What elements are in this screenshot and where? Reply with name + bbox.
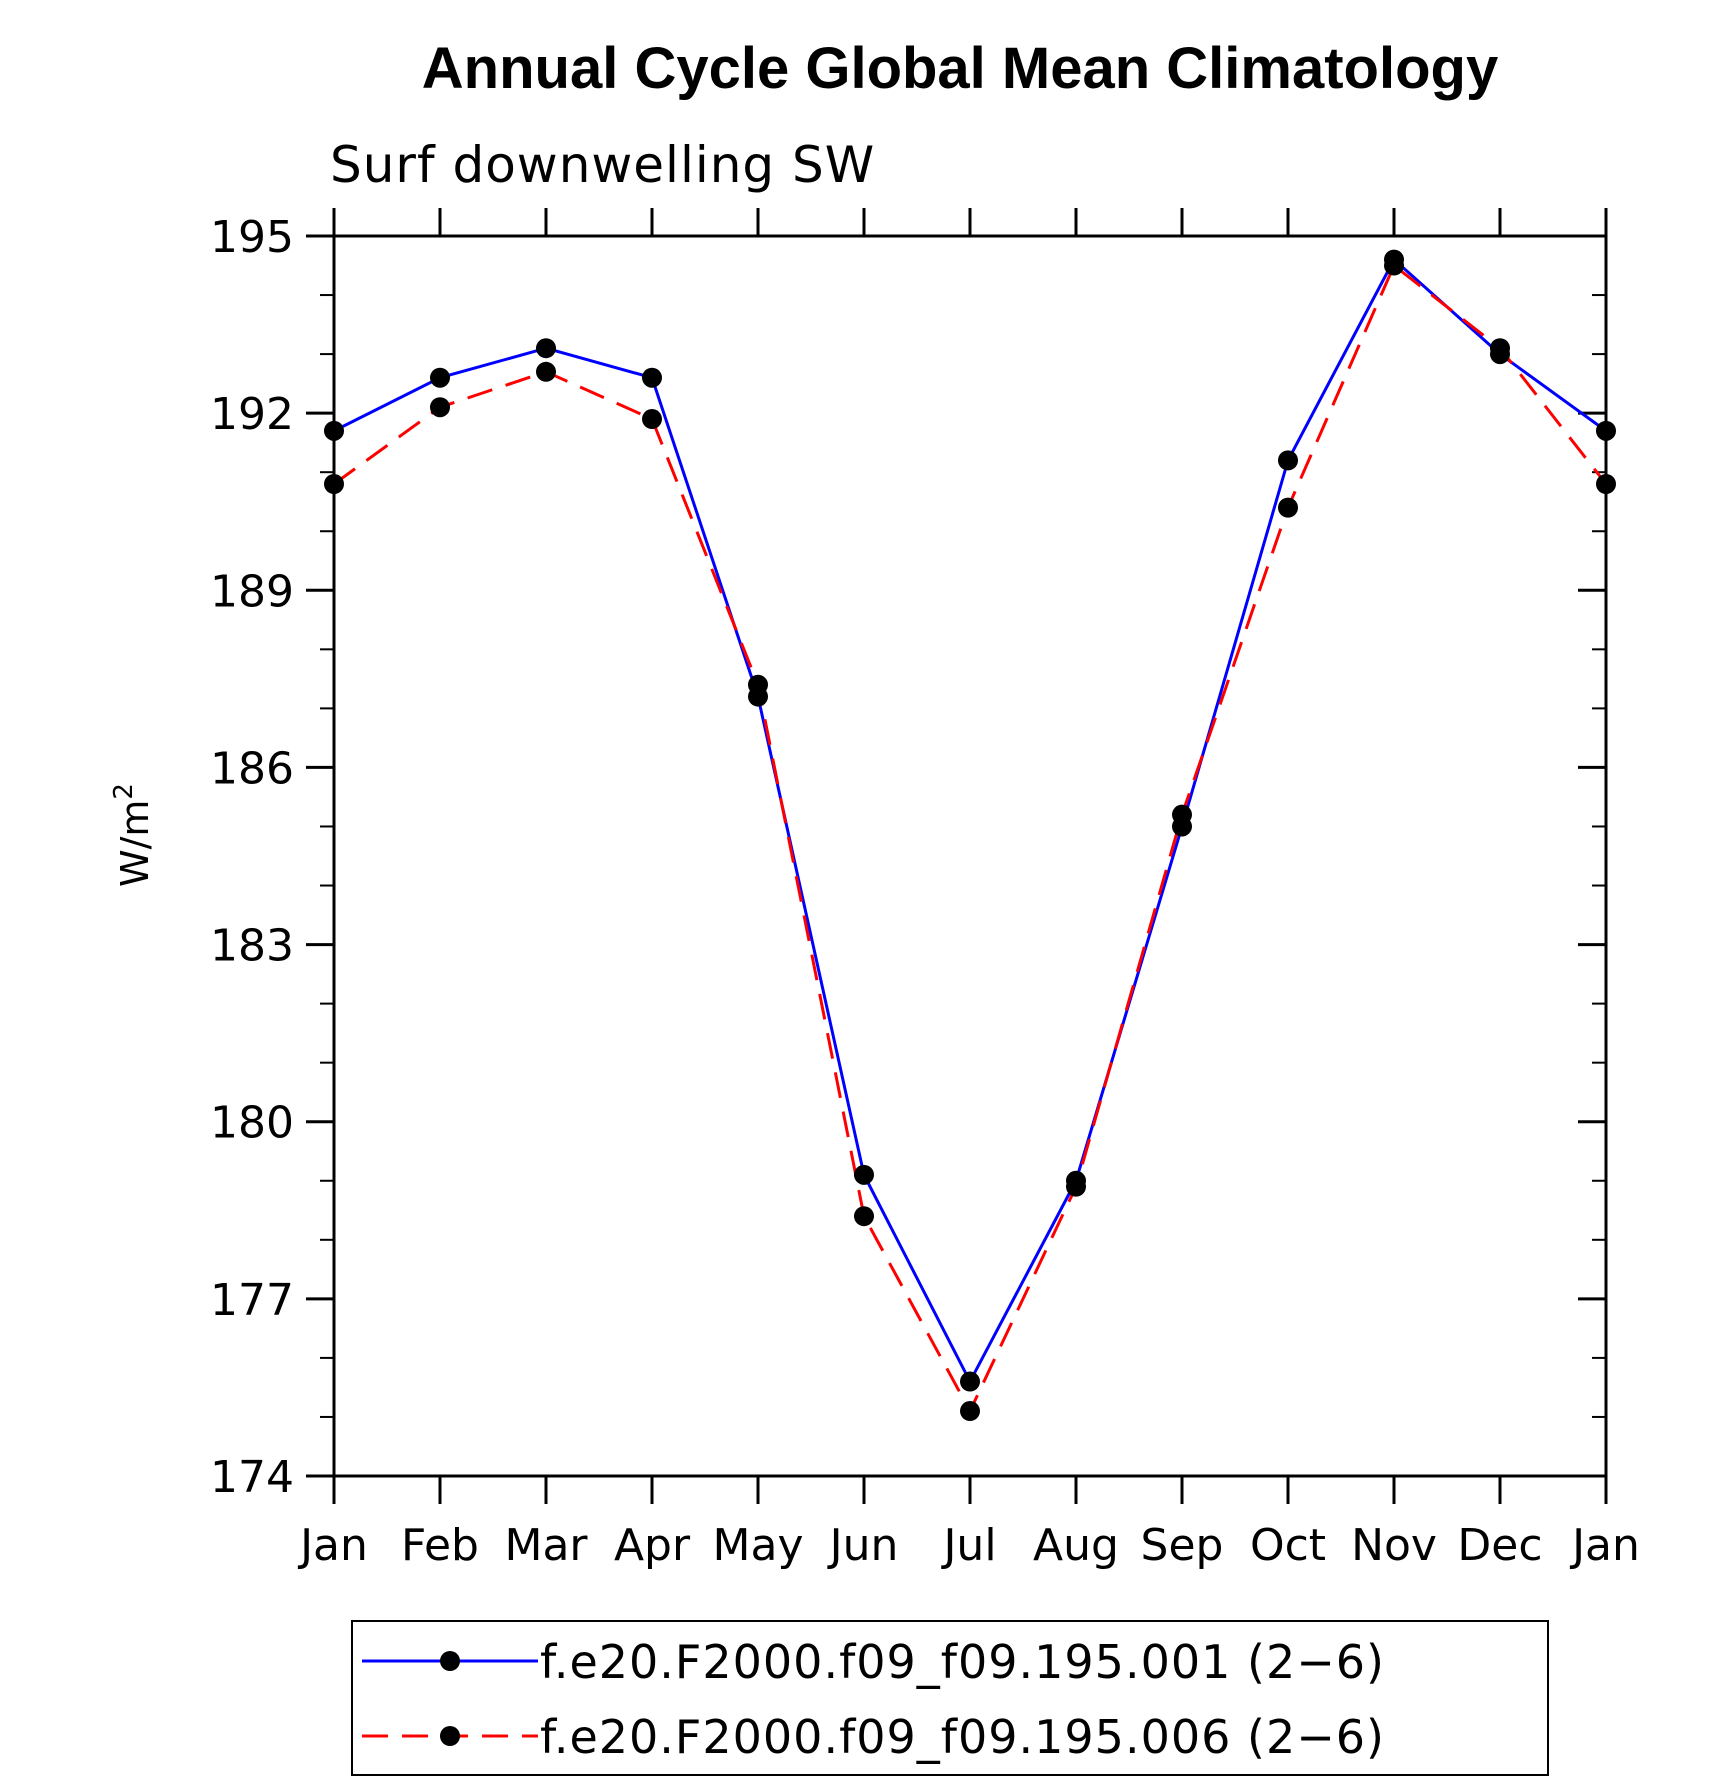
data-point-series-2 bbox=[1066, 1176, 1086, 1197]
y-tick-label: 180 bbox=[210, 1098, 294, 1149]
x-tick-label: Aug bbox=[1033, 1520, 1119, 1571]
y-tick-label: 192 bbox=[210, 389, 294, 440]
y-tick-label: 177 bbox=[210, 1275, 294, 1326]
legend-box bbox=[351, 1620, 1549, 1776]
data-point-series-2 bbox=[430, 397, 450, 418]
data-point-series-1 bbox=[1596, 420, 1616, 441]
data-point-series-2 bbox=[748, 674, 768, 695]
series-layer bbox=[324, 249, 1616, 1422]
x-tick-label: Jan bbox=[1569, 1520, 1640, 1571]
x-tick-label: Sep bbox=[1141, 1520, 1224, 1571]
series-line-1 bbox=[333, 257, 1607, 1385]
data-point-series-2 bbox=[642, 409, 662, 430]
data-point-series-1 bbox=[536, 338, 556, 359]
legend-label-series-1: f.e20.F2000.f09_f09.195.001 (2−6) bbox=[540, 1635, 1385, 1689]
x-tick-label: Jun bbox=[827, 1520, 899, 1571]
y-axis-label-unit: W/m bbox=[113, 800, 157, 887]
x-axis: Jan Feb Mar Apr May Jun Jul Aug Sep Oct Nov Dec Jan bbox=[297, 208, 1640, 1571]
data-point-series-2 bbox=[1384, 255, 1404, 276]
legend-marker-series-1 bbox=[440, 1651, 460, 1671]
x-tick-label: Mar bbox=[504, 1520, 588, 1571]
data-point-series-1 bbox=[960, 1371, 980, 1392]
x-tick-label: Jan bbox=[297, 1520, 368, 1571]
x-tick-label: Jul bbox=[940, 1520, 996, 1571]
y-tick-label: 186 bbox=[210, 743, 294, 794]
y-tick-label: 189 bbox=[210, 566, 294, 617]
chart-subtitle: Surf downwelling SW bbox=[330, 136, 875, 194]
y-tick-label: 174 bbox=[210, 1452, 294, 1503]
x-tick-label: Dec bbox=[1457, 1520, 1542, 1571]
chart-title: Annual Cycle Global Mean Climatology bbox=[422, 36, 1498, 101]
legend-marker-series-2 bbox=[440, 1726, 460, 1746]
plot-border bbox=[332, 234, 1608, 1478]
y-axis-label-exponent: 2 bbox=[109, 783, 139, 800]
plot-frame bbox=[332, 234, 1608, 1478]
data-point-series-2 bbox=[536, 361, 556, 382]
data-point-series-1 bbox=[324, 420, 344, 441]
x-tick-label: Oct bbox=[1250, 1520, 1326, 1571]
data-point-series-2 bbox=[1278, 497, 1298, 518]
data-point-series-2 bbox=[324, 474, 344, 494]
data-point-series-2 bbox=[960, 1401, 980, 1422]
y-axis-label: W/m2 bbox=[109, 783, 157, 887]
y-tick-label: 195 bbox=[210, 212, 294, 263]
data-point-series-1 bbox=[430, 367, 450, 388]
data-point-series-1 bbox=[854, 1164, 874, 1185]
data-point-series-2 bbox=[1596, 474, 1616, 494]
legend-label-series-2: f.e20.F2000.f09_f09.195.006 (2−6) bbox=[540, 1710, 1385, 1764]
data-point-series-2 bbox=[1490, 338, 1510, 359]
series-line-2 bbox=[333, 263, 1608, 1415]
y-axis: 174 177 180 183 186 189 192 195 bbox=[210, 212, 1606, 1503]
x-tick-label: Apr bbox=[614, 1520, 691, 1571]
data-point-series-1 bbox=[642, 367, 662, 388]
y-tick-label: 183 bbox=[210, 921, 294, 972]
data-point-series-1 bbox=[1278, 450, 1298, 471]
x-tick-label: May bbox=[713, 1520, 804, 1571]
x-tick-label: Nov bbox=[1351, 1520, 1437, 1571]
legend: f.e20.F2000.f09_f09.195.001 (2−6) f.e20.… bbox=[351, 1620, 1549, 1776]
data-point-series-2 bbox=[854, 1206, 874, 1227]
x-tick-label: Feb bbox=[401, 1520, 479, 1571]
data-point-series-2 bbox=[1172, 804, 1192, 825]
